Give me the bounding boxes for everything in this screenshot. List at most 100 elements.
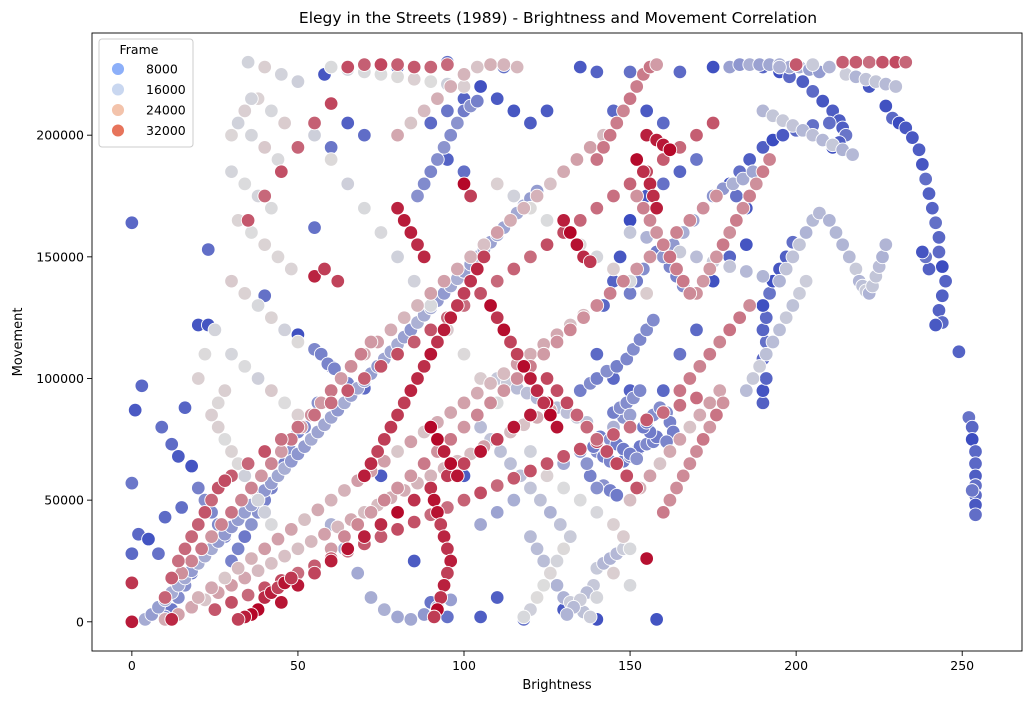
data-point bbox=[433, 517, 449, 532]
data-point bbox=[264, 383, 279, 398]
data-point bbox=[543, 176, 558, 192]
data-point bbox=[310, 502, 326, 518]
data-point bbox=[456, 456, 472, 471]
data-point bbox=[669, 225, 684, 240]
data-point bbox=[609, 456, 625, 471]
data-point bbox=[237, 529, 253, 544]
data-point bbox=[141, 531, 156, 547]
data-point bbox=[191, 480, 206, 496]
data-point bbox=[363, 456, 379, 471]
data-point bbox=[652, 456, 668, 471]
data-point bbox=[918, 171, 933, 187]
data-point bbox=[307, 220, 322, 235]
data-point bbox=[582, 140, 598, 155]
data-point bbox=[622, 407, 638, 423]
data-point bbox=[539, 103, 555, 119]
data-point bbox=[735, 200, 751, 216]
data-point bbox=[792, 286, 807, 301]
data-point bbox=[579, 456, 595, 471]
data-point bbox=[204, 580, 219, 595]
data-point bbox=[489, 505, 505, 520]
data-point bbox=[629, 480, 644, 496]
data-point bbox=[606, 427, 621, 442]
data-point bbox=[383, 322, 399, 338]
data-point bbox=[622, 419, 638, 435]
data-point bbox=[573, 383, 588, 398]
data-point bbox=[539, 468, 555, 484]
data-point bbox=[473, 609, 488, 625]
data-point bbox=[878, 237, 894, 252]
data-point bbox=[489, 225, 505, 240]
data-point bbox=[423, 298, 439, 313]
data-point bbox=[443, 127, 458, 143]
data-point bbox=[473, 444, 488, 459]
data-point bbox=[589, 200, 605, 216]
data-point bbox=[403, 434, 419, 450]
data-point bbox=[436, 140, 452, 155]
data-point bbox=[194, 541, 209, 557]
data-point bbox=[456, 419, 472, 435]
data-point bbox=[473, 485, 488, 501]
data-point bbox=[702, 419, 718, 435]
data-point bbox=[772, 59, 787, 75]
data-point bbox=[798, 225, 814, 240]
data-point bbox=[390, 69, 405, 85]
data-point bbox=[606, 565, 621, 581]
data-point bbox=[569, 152, 585, 167]
data-point bbox=[682, 371, 698, 386]
data-point bbox=[270, 249, 286, 265]
data-point bbox=[204, 492, 219, 508]
data-point bbox=[722, 259, 737, 274]
data-point bbox=[759, 310, 774, 325]
data-point bbox=[556, 480, 571, 496]
data-point bbox=[290, 407, 306, 423]
data-point bbox=[274, 164, 289, 179]
data-point bbox=[406, 59, 422, 75]
data-point bbox=[835, 237, 850, 252]
data-point bbox=[689, 249, 704, 265]
data-point bbox=[303, 534, 319, 549]
data-point bbox=[709, 407, 724, 423]
data-point bbox=[662, 444, 678, 459]
data-point bbox=[210, 395, 226, 411]
data-point bbox=[264, 200, 279, 216]
data-point bbox=[642, 249, 658, 265]
data-point bbox=[762, 152, 777, 167]
x-tick-label: 250 bbox=[950, 658, 974, 673]
data-point bbox=[682, 286, 698, 301]
data-point bbox=[244, 551, 259, 566]
data-point bbox=[204, 407, 219, 423]
data-point bbox=[473, 79, 488, 94]
data-point bbox=[523, 480, 538, 496]
x-tick-label: 50 bbox=[290, 658, 306, 673]
x-tick-label: 200 bbox=[784, 658, 808, 673]
data-point bbox=[755, 322, 771, 338]
data-point bbox=[642, 213, 658, 228]
data-point bbox=[662, 142, 678, 158]
data-point bbox=[921, 186, 937, 201]
data-point bbox=[563, 529, 578, 544]
data-point bbox=[729, 188, 744, 204]
data-point bbox=[363, 590, 379, 605]
data-point bbox=[353, 346, 369, 362]
data-point bbox=[606, 517, 621, 532]
data-point bbox=[795, 74, 811, 89]
data-point bbox=[377, 602, 392, 617]
data-point bbox=[456, 79, 472, 94]
data-point bbox=[430, 152, 445, 167]
data-point bbox=[928, 215, 943, 231]
data-point bbox=[516, 609, 532, 625]
data-point bbox=[489, 590, 505, 605]
data-point bbox=[742, 188, 757, 204]
data-point bbox=[257, 444, 272, 459]
data-point bbox=[656, 115, 671, 131]
data-point bbox=[307, 407, 322, 423]
data-point bbox=[191, 517, 206, 532]
data-point bbox=[622, 578, 638, 593]
data-point bbox=[244, 91, 259, 106]
data-point bbox=[573, 213, 588, 228]
data-point bbox=[812, 205, 827, 221]
data-point bbox=[416, 359, 432, 374]
data-point bbox=[473, 517, 488, 532]
